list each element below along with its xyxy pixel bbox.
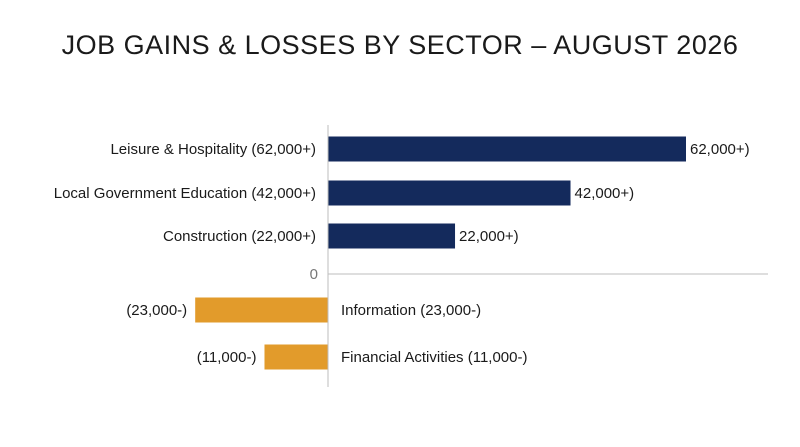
data-label-1: 42,000+) [575, 185, 635, 202]
bar-4 [264, 344, 328, 370]
category-label-2: Construction (22,000+) [163, 228, 316, 245]
data-label-2: 22,000+) [459, 228, 519, 245]
bars-layer [195, 136, 686, 370]
zero-tick-label: 0 [310, 266, 318, 283]
axis-layer: 0 [310, 125, 768, 387]
chart-title: JOB GAINS & LOSSES BY SECTOR – AUGUST 20… [61, 30, 739, 60]
bar-1 [328, 180, 571, 206]
bar-3 [195, 297, 328, 323]
category-label-0: Leisure & Hospitality (62,000+) [110, 141, 316, 158]
data-label-3: (23,000-) [126, 302, 187, 319]
category-label-3: Information (23,000-) [341, 302, 481, 319]
bar-2 [328, 223, 456, 249]
data-label-4: (11,000-) [197, 349, 257, 366]
data-label-0: 62,000+) [690, 141, 750, 158]
category-label-4: Financial Activities (11,000-) [341, 349, 527, 366]
labels-layer: Leisure & Hospitality (62,000+) 62,000+) L… [54, 141, 750, 366]
bar-0 [328, 136, 686, 162]
category-label-1: Local Government Education (42,000+) [54, 185, 316, 202]
